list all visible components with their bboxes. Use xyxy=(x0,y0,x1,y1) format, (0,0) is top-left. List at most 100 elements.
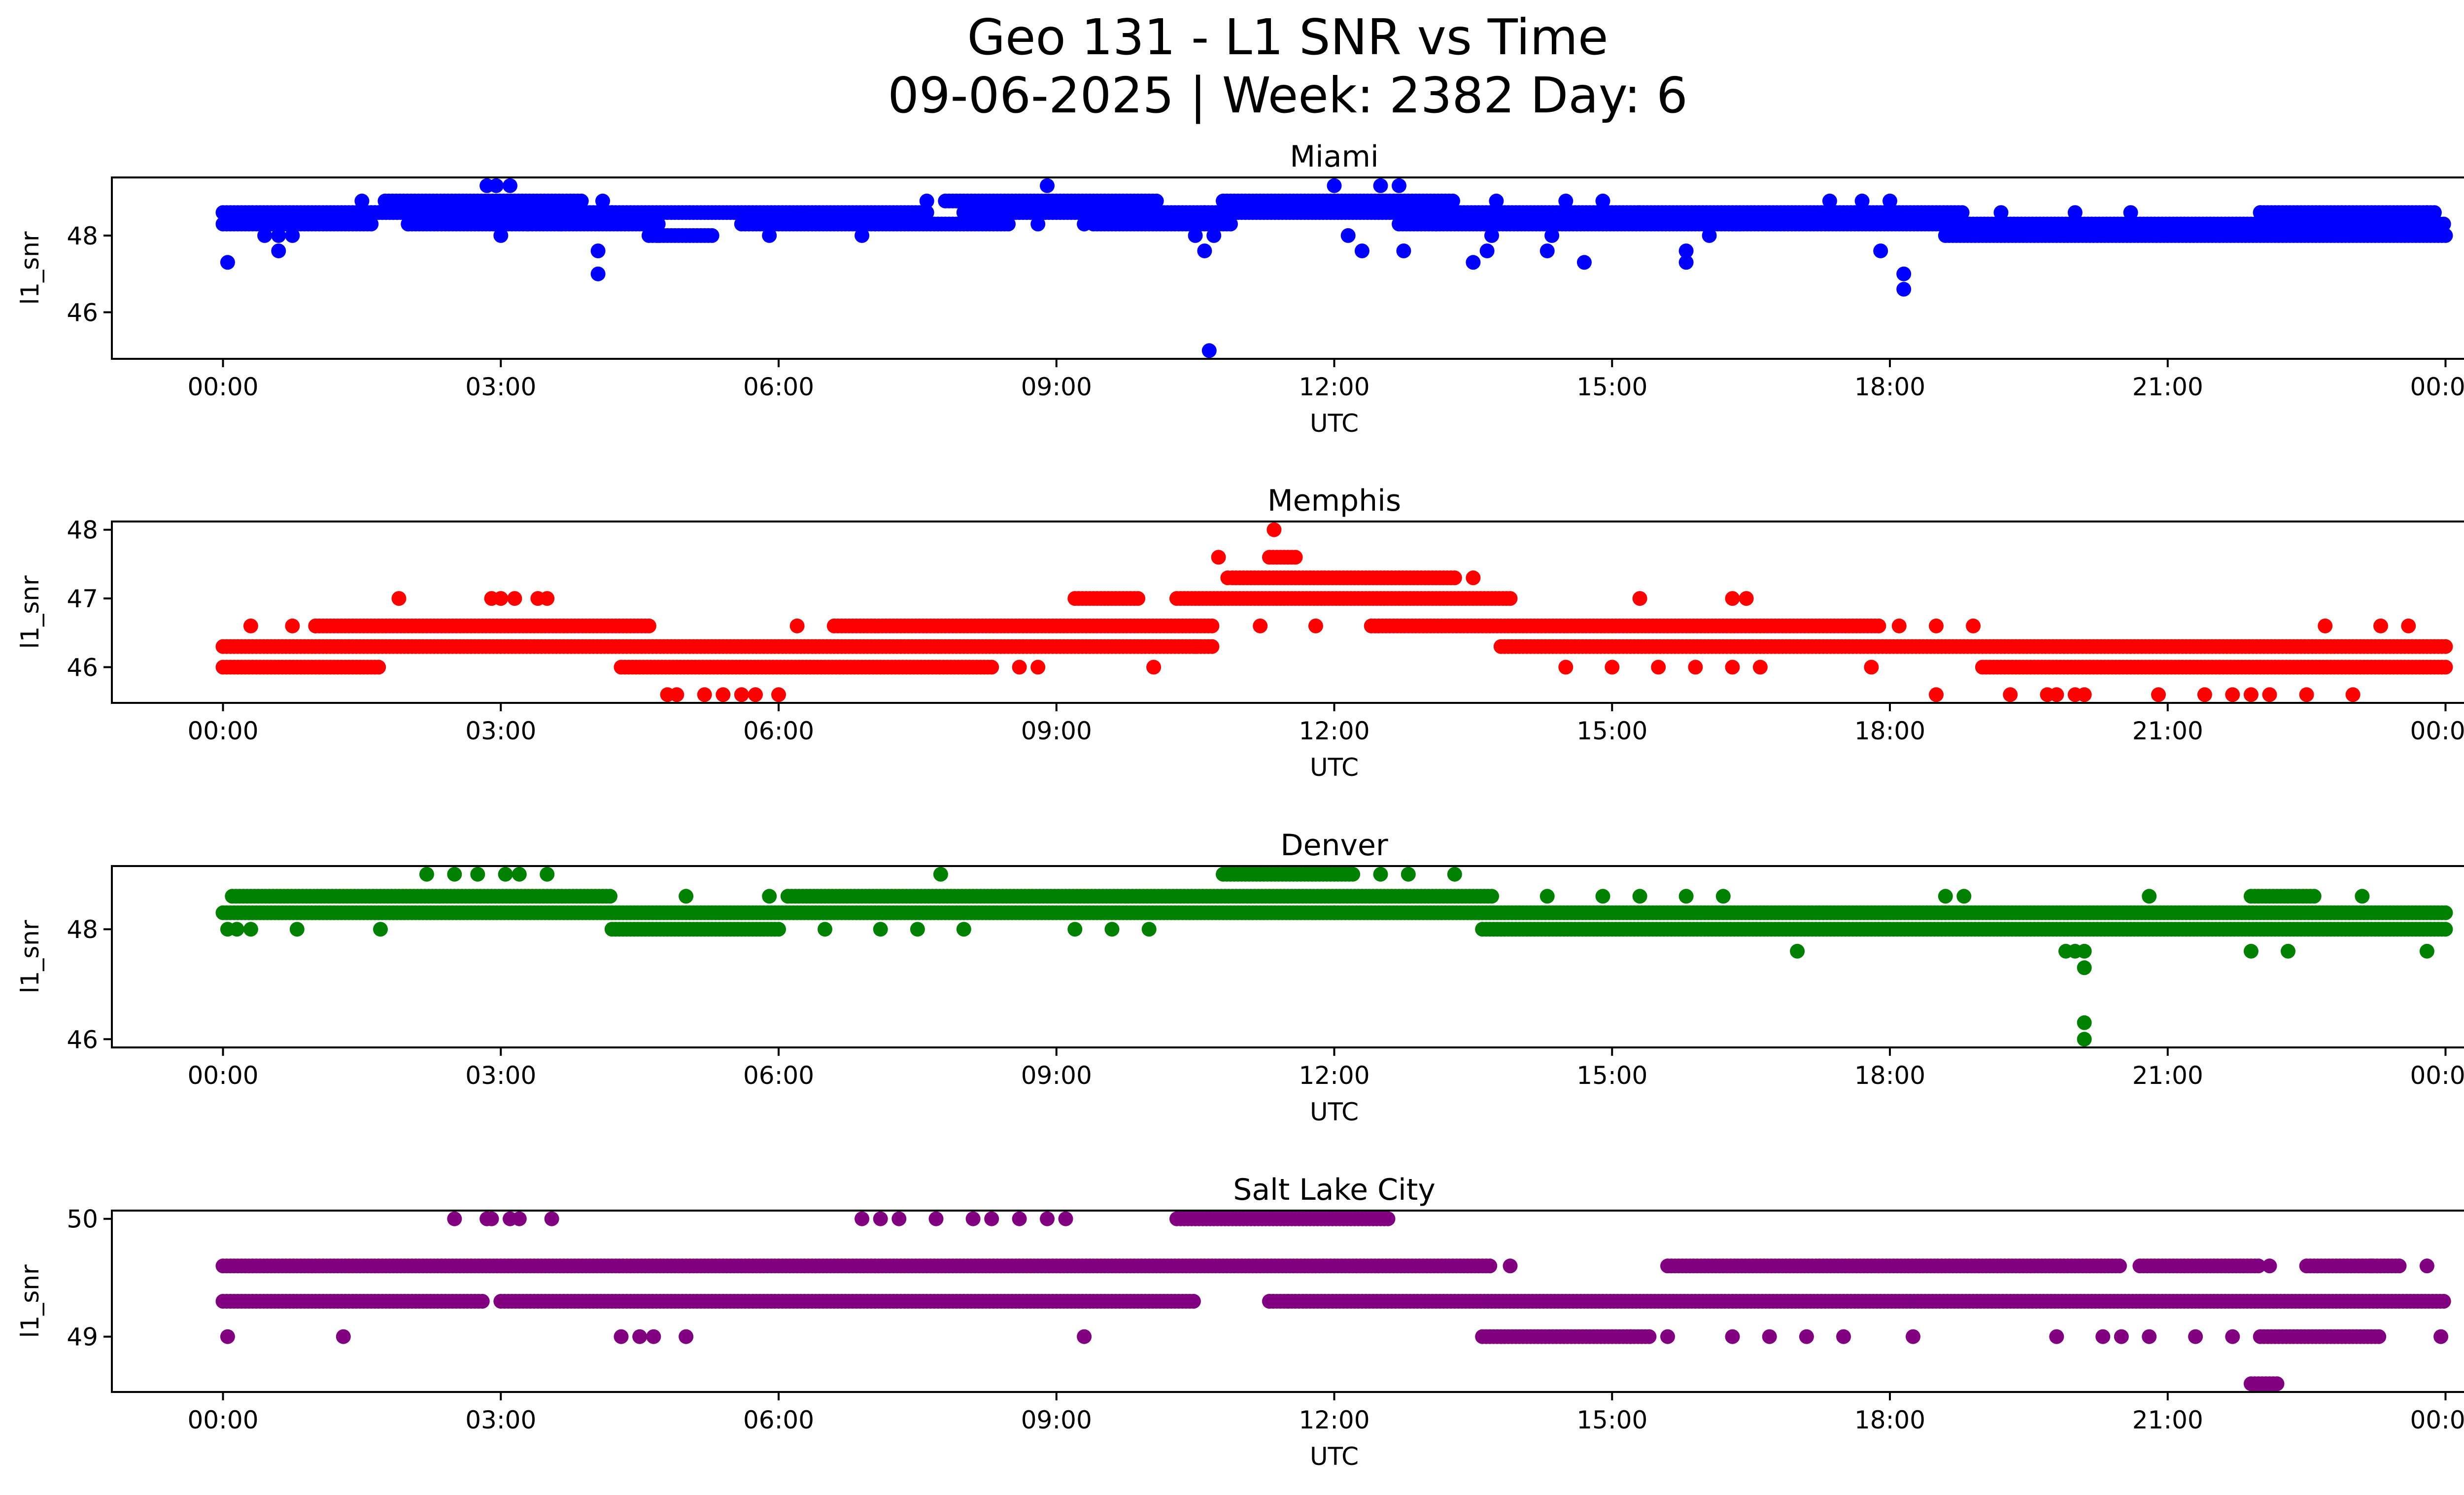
data-point xyxy=(229,922,244,937)
data-point xyxy=(2318,618,2333,633)
data-point xyxy=(1401,867,1416,882)
data-point xyxy=(1651,660,1666,675)
data-point xyxy=(1204,618,1220,633)
data-point xyxy=(771,687,786,702)
data-point xyxy=(1030,660,1046,675)
x-tick-label: 00:00 xyxy=(187,373,258,401)
x-tick-label: 15:00 xyxy=(1576,717,1647,745)
subplot-title: Memphis xyxy=(1267,484,1401,518)
scatter-series xyxy=(215,867,2453,1047)
data-point xyxy=(2419,943,2434,959)
data-point xyxy=(1993,205,2009,220)
data-point xyxy=(2151,687,2166,702)
data-point xyxy=(1327,178,1342,193)
x-tick-label: 21:00 xyxy=(2132,373,2203,401)
data-point xyxy=(488,178,504,193)
data-point xyxy=(590,243,606,258)
y-tick-label: 48 xyxy=(67,516,98,545)
y-tick-label: 47 xyxy=(67,585,98,613)
x-tick-label: 09:00 xyxy=(1021,717,1092,745)
data-point xyxy=(1030,216,1046,232)
x-tick-label: 18:00 xyxy=(1854,1061,1925,1090)
data-point xyxy=(1340,228,1356,243)
data-point xyxy=(2401,618,2416,633)
data-point xyxy=(354,193,370,209)
data-point xyxy=(1882,193,1897,209)
chart-subtitle: 09-06-2025 | Week: 2382 Day: 6 xyxy=(888,67,1687,124)
data-point xyxy=(2306,889,2322,904)
data-point xyxy=(1001,216,1016,232)
data-point xyxy=(540,867,555,882)
data-point xyxy=(1540,243,1555,258)
data-point xyxy=(1104,922,1120,937)
subplot-title: Denver xyxy=(1280,828,1388,863)
data-point xyxy=(2438,922,2453,937)
data-point xyxy=(285,618,300,633)
data-point xyxy=(1790,943,1805,959)
data-point xyxy=(447,867,462,882)
data-point xyxy=(475,1294,490,1309)
data-point xyxy=(2355,889,2370,904)
data-point xyxy=(1873,243,1888,258)
data-point xyxy=(2067,205,2083,220)
data-point xyxy=(1678,889,1694,904)
data-point xyxy=(553,216,569,232)
x-tick-label: 15:00 xyxy=(1576,1061,1647,1090)
data-point xyxy=(271,243,286,258)
data-point xyxy=(2142,889,2157,904)
data-point xyxy=(498,867,513,882)
data-point xyxy=(371,660,386,675)
data-point xyxy=(1678,243,1694,258)
data-point xyxy=(1373,178,1388,193)
data-point xyxy=(2077,943,2092,959)
data-point xyxy=(1266,522,1282,537)
data-point xyxy=(1396,243,1411,258)
data-point xyxy=(697,687,712,702)
x-tick-label: 06:00 xyxy=(743,1061,814,1090)
data-point xyxy=(1380,1211,1396,1226)
data-point xyxy=(1595,889,1610,904)
data-point xyxy=(1632,591,1647,606)
x-tick-label: 12:00 xyxy=(1299,373,1369,401)
data-point xyxy=(503,178,517,193)
chart-title: Geo 131 - L1 SNR vs Time xyxy=(967,8,1608,66)
data-point xyxy=(2077,1015,2092,1030)
y-axis-label: l1_snr xyxy=(16,231,44,305)
data-point xyxy=(1752,660,1768,675)
data-point xyxy=(1067,922,1083,937)
x-tick-label: 00:00 xyxy=(2410,1061,2464,1090)
data-point xyxy=(910,922,925,937)
data-point xyxy=(1484,889,1499,904)
x-tick-label: 06:00 xyxy=(743,717,814,745)
x-tick-label: 09:00 xyxy=(1021,1061,1092,1090)
data-point xyxy=(2438,905,2453,920)
data-point xyxy=(873,922,888,937)
data-point xyxy=(1188,639,1203,654)
data-point xyxy=(2345,687,2361,702)
data-point xyxy=(512,867,527,882)
y-tick-label: 46 xyxy=(67,1025,98,1054)
data-point xyxy=(2077,1032,2092,1047)
subplots: Miami 00:00 03:00 06:00 09:00 12:00 15:00 18:00… xyxy=(16,139,2464,1471)
subplot-title: Miami xyxy=(1290,139,1378,174)
data-point xyxy=(704,228,719,243)
data-point xyxy=(1220,570,1235,586)
x-tick-label: 03:00 xyxy=(465,717,536,745)
data-point xyxy=(2438,660,2453,675)
data-point xyxy=(2123,205,2138,220)
data-point xyxy=(364,216,379,232)
data-point xyxy=(1954,205,1970,220)
data-point xyxy=(1854,193,1870,209)
data-point xyxy=(1012,660,1027,675)
data-point xyxy=(1540,889,1555,904)
data-point xyxy=(1327,905,1342,920)
data-point xyxy=(1938,889,1953,904)
data-point xyxy=(818,922,832,937)
data-point xyxy=(641,618,656,633)
data-point xyxy=(2262,687,2277,702)
y-axis-label: l1_snr xyxy=(16,575,44,649)
x-tick-label: 12:00 xyxy=(1299,1061,1369,1090)
data-point xyxy=(493,591,509,606)
